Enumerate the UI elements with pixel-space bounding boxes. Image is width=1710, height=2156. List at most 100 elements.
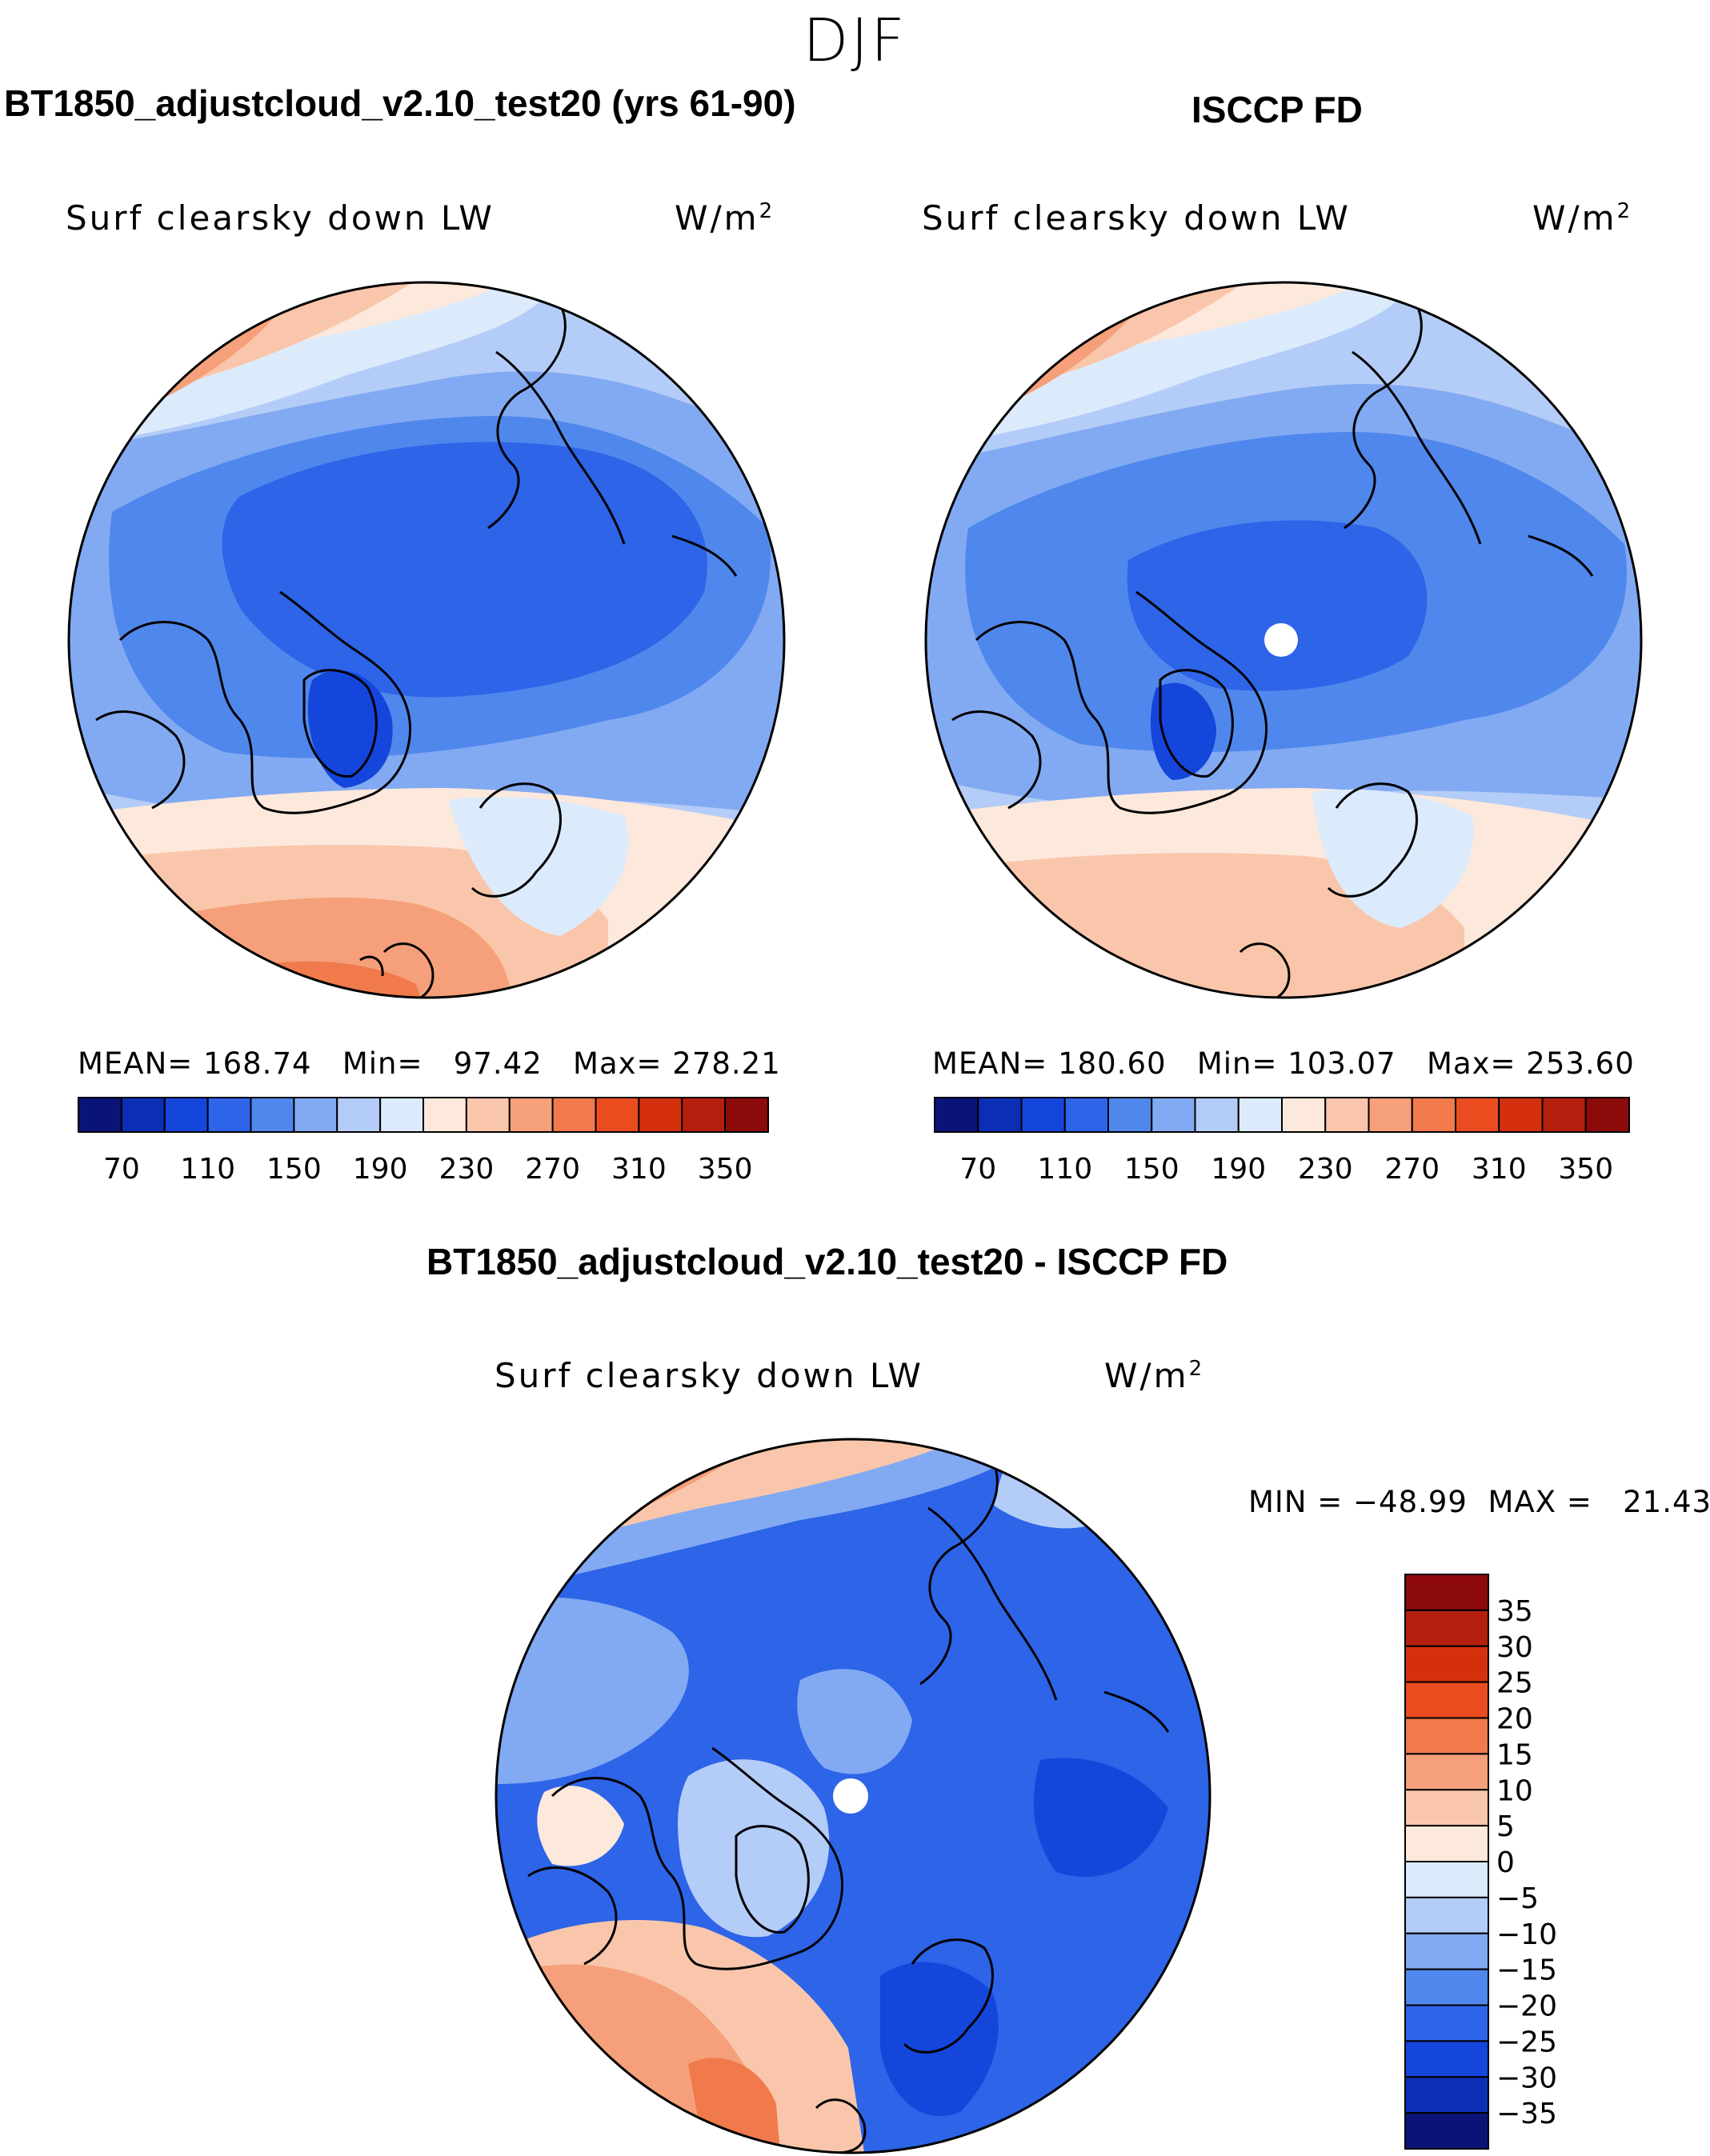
colorbar-3-tick-label: −20	[1496, 1990, 1557, 2023]
colorbar-1-tick-label: 270	[525, 1153, 580, 1186]
colorbar-3-tick-label: −5	[1496, 1882, 1539, 1915]
colorbar-1: 70 110 150 190 230 270 310 350	[78, 1097, 769, 1186]
colorbar-3-swatch	[1404, 2040, 1489, 2078]
colorbar-3-tick-label: −35	[1496, 2098, 1557, 2130]
colorbar-3-swatch	[1404, 1968, 1489, 2006]
panel-1-stats: MEAN= 168.74 Min= 97.42 Max= 278.21	[78, 1046, 781, 1081]
colorbar-3-swatch	[1404, 1896, 1489, 1934]
panel-3-title: BT1850_adjustcloud_v2.10_test20 - ISCCP …	[426, 1241, 1228, 1282]
colorbar-3-swatch	[1404, 2112, 1489, 2150]
colorbar-2-swatch	[1107, 1097, 1153, 1133]
colorbar-3-swatch	[1404, 2004, 1489, 2042]
colorbar-1-swatch	[250, 1097, 295, 1133]
colorbar-2-tick-label: 110	[1037, 1153, 1092, 1186]
colorbar-3-tick-label: −30	[1496, 2062, 1557, 2094]
colorbar-3-tick-label: 20	[1496, 1703, 1533, 1736]
colorbar-3-swatch	[1404, 1861, 1489, 1898]
colorbar-3-tick-label: 0	[1496, 1846, 1515, 1879]
panel-1-title: BT1850_adjustcloud_v2.10_test20 (yrs 61-…	[4, 82, 796, 124]
panel-3-units: W/m2	[1104, 1356, 1205, 1395]
colorbar-3-swatch	[1404, 2076, 1489, 2114]
panel-2-title: ISCCP FD	[1191, 89, 1363, 130]
colorbar-2-tick-label: 70	[959, 1153, 996, 1186]
colorbar-1-swatch	[465, 1097, 511, 1133]
colorbar-3-tick-label: 35	[1496, 1595, 1533, 1628]
colorbar-1-swatch	[120, 1097, 166, 1133]
colorbar-1-tick-label: 350	[698, 1153, 753, 1186]
colorbar-2-tick-label: 310	[1472, 1153, 1527, 1186]
colorbar-2-swatch	[1584, 1097, 1630, 1133]
colorbar-2-swatch	[977, 1097, 1023, 1133]
colorbar-3-tick-label: −25	[1496, 2026, 1557, 2058]
colorbar-2-swatch	[1281, 1097, 1327, 1133]
panel-1-units: W/m2	[675, 198, 775, 238]
colorbar-3-tick-label: −10	[1496, 1918, 1557, 1951]
panel-2-units: W/m2	[1532, 198, 1633, 238]
colorbar-1-swatch	[293, 1097, 338, 1133]
panel-3-variable: Surf clearsky down LW	[495, 1356, 923, 1395]
colorbar-2-swatch	[1063, 1097, 1109, 1133]
colorbar-1-swatch	[163, 1097, 209, 1133]
colorbar-1-tick-label: 310	[611, 1153, 667, 1186]
map-3-coastlines	[527, 1459, 1170, 2153]
colorbar-3-tick-label: 10	[1496, 1774, 1533, 1807]
colorbar-1-swatch	[206, 1097, 252, 1133]
colorbar-1-tick-label: 70	[103, 1153, 140, 1186]
colorbar-3-swatch	[1404, 1932, 1489, 1970]
map-1-outline	[67, 281, 786, 999]
colorbar-1-swatch	[638, 1097, 683, 1133]
map-3-outline	[495, 1438, 1211, 2154]
colorbar-2-swatch	[1194, 1097, 1239, 1133]
colorbar-2-tick-label: 190	[1211, 1153, 1266, 1186]
colorbar-1-tick-label: 150	[266, 1153, 322, 1186]
colorbar-3-swatch	[1404, 1645, 1489, 1683]
map-1-coastlines	[95, 303, 738, 998]
season-title: DJF	[803, 6, 907, 75]
colorbar-3-swatch	[1404, 1789, 1489, 1827]
colorbar-2-tick-label: 230	[1298, 1153, 1353, 1186]
colorbar-2-tick-label: 150	[1124, 1153, 1179, 1186]
colorbar-2-swatch	[1411, 1097, 1456, 1133]
colorbar-2-swatch	[1151, 1097, 1196, 1133]
panel-3-stats: MIN = −48.99 MAX = 21.43	[1248, 1485, 1710, 1519]
map-2-outline	[924, 281, 1643, 999]
colorbar-1-swatch	[551, 1097, 597, 1133]
colorbar-2: 70 110 150 190 230 270 310 350	[934, 1097, 1630, 1186]
map-3	[496, 1439, 1210, 2153]
colorbar-1-swatch	[681, 1097, 727, 1133]
colorbar-3-swatch	[1404, 1609, 1489, 1647]
colorbar-1-swatch	[724, 1097, 769, 1133]
colorbar-1-swatch	[336, 1097, 382, 1133]
colorbar-1-swatch	[422, 1097, 467, 1133]
panel-2-stats: MEAN= 180.60 Min= 103.07 Max= 253.60	[932, 1046, 1635, 1081]
map-2-coastlines	[951, 303, 1594, 998]
colorbar-1-swatch	[78, 1097, 122, 1133]
colorbar-2-swatch	[1237, 1097, 1283, 1133]
colorbar-3-swatch	[1404, 1574, 1489, 1611]
panel-2-variable: Surf clearsky down LW	[922, 198, 1351, 238]
colorbar-3-tick-label: 25	[1496, 1667, 1533, 1700]
colorbar-1-swatch	[508, 1097, 554, 1133]
colorbar-1-swatch	[379, 1097, 424, 1133]
colorbar-2-tick-label: 270	[1384, 1153, 1440, 1186]
colorbar-2-swatch	[1020, 1097, 1066, 1133]
colorbar-3-tick-label: 5	[1496, 1810, 1515, 1843]
colorbar-2-swatch	[1498, 1097, 1544, 1133]
colorbar-2-tick-label: 350	[1558, 1153, 1613, 1186]
colorbar-1-tick-label: 110	[180, 1153, 235, 1186]
colorbar-3-tick-label: −15	[1496, 1954, 1557, 1987]
colorbar-3-tick-label: 15	[1496, 1738, 1533, 1771]
colorbar-2-swatch	[1455, 1097, 1500, 1133]
colorbar-2-swatch	[1541, 1097, 1587, 1133]
colorbar-2-swatch	[934, 1097, 979, 1133]
colorbar-1-tick-label: 230	[439, 1153, 495, 1186]
colorbar-1-swatch	[595, 1097, 640, 1133]
panel-1-variable: Surf clearsky down LW	[66, 198, 495, 238]
colorbar-3-swatch	[1404, 1681, 1489, 1719]
colorbar-1-tick-label: 190	[353, 1153, 408, 1186]
colorbar-3-swatch	[1404, 1717, 1489, 1755]
colorbar-3-swatch	[1404, 1825, 1489, 1862]
colorbar-3-tick-label: 30	[1496, 1631, 1533, 1664]
